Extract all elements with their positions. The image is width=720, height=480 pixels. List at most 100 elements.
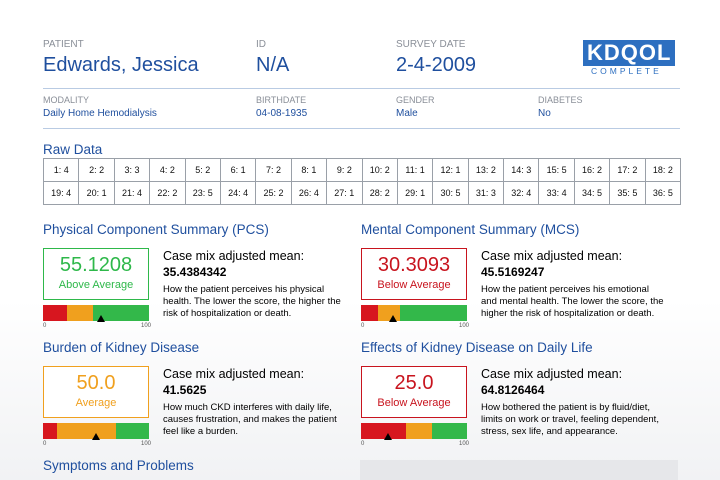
gauge-marker [389, 315, 398, 322]
mean-label: Case mix adjusted mean: [163, 249, 305, 263]
gauge-marker [97, 315, 106, 322]
comments-panel [360, 460, 678, 480]
section-heading: Effects of Kidney Disease on Daily Life [361, 340, 593, 355]
raw-data-table: 1: 4 2: 2 3: 3 4: 2 5: 2 6: 1 7: 2 8: 1 9: 2 10: … [42, 158, 682, 205]
gauge-max: 100 [141, 323, 152, 329]
gauge-max: 100 [141, 441, 152, 447]
gauge [361, 305, 467, 322]
table-cell: 16: 2 [573, 158, 611, 182]
table-cell: 10: 2 [361, 158, 398, 182]
field-value: Edwards, Jessica [43, 54, 199, 76]
mean-label: Case mix adjusted mean: [163, 367, 305, 381]
table-cell: 19: 4 [42, 181, 80, 205]
table-cell: 18: 2 [644, 158, 682, 182]
table-row: 19: 4 20: 1 21: 4 22: 2 23: 5 24: 4 25: 2 26: 4… [42, 181, 682, 205]
table-cell: 13: 2 [467, 158, 505, 182]
table-cell: 25: 2 [255, 181, 292, 205]
table-cell: 14: 3 [503, 158, 540, 182]
table-cell: 20: 1 [78, 181, 115, 205]
gauge-min: 0 [361, 323, 365, 329]
table-cell: 4: 2 [149, 158, 186, 182]
divider [43, 88, 680, 89]
table-cell: 28: 2 [361, 181, 398, 205]
table-cell: 34: 5 [573, 181, 611, 205]
gauge-max: 100 [459, 323, 470, 329]
score-box: 25.0 Below Average [361, 366, 467, 418]
table-cell: 29: 1 [396, 181, 434, 205]
table-cell: 9: 2 [326, 158, 363, 182]
field-label: PATIENT [43, 39, 84, 50]
score-rating: Below Average [377, 279, 451, 291]
gauge-min: 0 [43, 323, 47, 329]
gauge [43, 305, 149, 322]
score-value: 25.0 [394, 372, 434, 394]
gauge [361, 423, 467, 440]
gauge-segment [116, 423, 149, 439]
table-cell: 11: 1 [396, 158, 434, 182]
score-box: 30.3093 Below Average [361, 248, 467, 300]
score-value: 30.3093 [377, 254, 451, 276]
table-cell: 17: 2 [609, 158, 646, 182]
detail-label: BIRTHDATE [256, 95, 307, 105]
gauge-segment [56, 423, 117, 439]
section-heading: Burden of Kidney Disease [43, 340, 200, 355]
section-heading: Raw Data [43, 142, 103, 157]
gauge-segment [43, 305, 68, 321]
detail-value: Daily Home Hemodialysis [43, 108, 157, 119]
table-cell: 1: 4 [42, 158, 80, 182]
gauge-segment [361, 305, 378, 321]
description: How the patient perceives his physical h… [163, 284, 341, 319]
table-cell: 7: 2 [255, 158, 292, 182]
score-value: 55.1208 [59, 254, 133, 276]
table-cell: 15: 5 [538, 158, 575, 182]
detail-label: MODALITY [43, 95, 90, 105]
table-cell: 26: 4 [290, 181, 328, 205]
logo-subtitle: COMPLETE [591, 66, 662, 76]
score-box: 55.1208 Above Average [43, 248, 149, 300]
score-rating: Average [75, 397, 117, 409]
field-label: SURVEY DATE [396, 39, 466, 50]
table-cell: 24: 4 [219, 181, 257, 205]
field-label: ID [256, 39, 266, 50]
table-cell: 31: 3 [467, 181, 505, 205]
table-cell: 21: 4 [113, 181, 151, 205]
gauge-segment [400, 305, 467, 321]
mean-value: 45.5169247 [481, 265, 545, 279]
description: How bothered the patient is by fluid/die… [481, 402, 659, 437]
score-value: 50.0 [76, 372, 116, 394]
table-cell: 6: 1 [219, 158, 257, 182]
detail-label: DIABETES [538, 95, 583, 105]
mean-value: 41.5625 [163, 383, 207, 397]
gauge-segment [67, 305, 93, 321]
gauge-segment [92, 305, 149, 321]
detail-value: 04-08-1935 [256, 108, 308, 119]
field-value: 2-4-2009 [396, 54, 477, 76]
mean-label: Case mix adjusted mean: [481, 367, 623, 381]
logo: KDQOL COMPLETE [583, 40, 680, 76]
logo-title: KDQOL [583, 40, 676, 66]
table-cell: 36: 5 [644, 181, 682, 205]
score-box: 50.0 Average [43, 366, 149, 418]
detail-value: No [538, 108, 551, 119]
table-cell: 27: 1 [326, 181, 363, 205]
table-cell: 5: 2 [184, 158, 221, 182]
table-cell: 3: 3 [113, 158, 151, 182]
gauge-segment [43, 423, 57, 439]
divider [43, 128, 680, 129]
gauge-min: 0 [43, 441, 47, 447]
table-cell: 22: 2 [149, 181, 186, 205]
score-rating: Below Average [377, 397, 451, 409]
description: How much CKD interferes with daily life,… [163, 402, 337, 437]
gauge-max: 100 [459, 441, 470, 447]
table-cell: 23: 5 [184, 181, 221, 205]
table-cell: 2: 2 [78, 158, 115, 182]
gauge-min: 0 [361, 441, 365, 447]
description: How the patient perceives his emotional … [481, 284, 664, 319]
section-heading: Physical Component Summary (PCS) [43, 222, 269, 237]
section-heading: Mental Component Summary (MCS) [361, 222, 580, 237]
gauge [43, 423, 149, 440]
table: 1: 4 2: 2 3: 3 4: 2 5: 2 6: 1 7: 2 8: 1 9: 2 10: … [42, 158, 682, 205]
table-row: 1: 4 2: 2 3: 3 4: 2 5: 2 6: 1 7: 2 8: 1 9: 2 10: … [42, 158, 682, 182]
detail-value: Male [396, 108, 418, 119]
